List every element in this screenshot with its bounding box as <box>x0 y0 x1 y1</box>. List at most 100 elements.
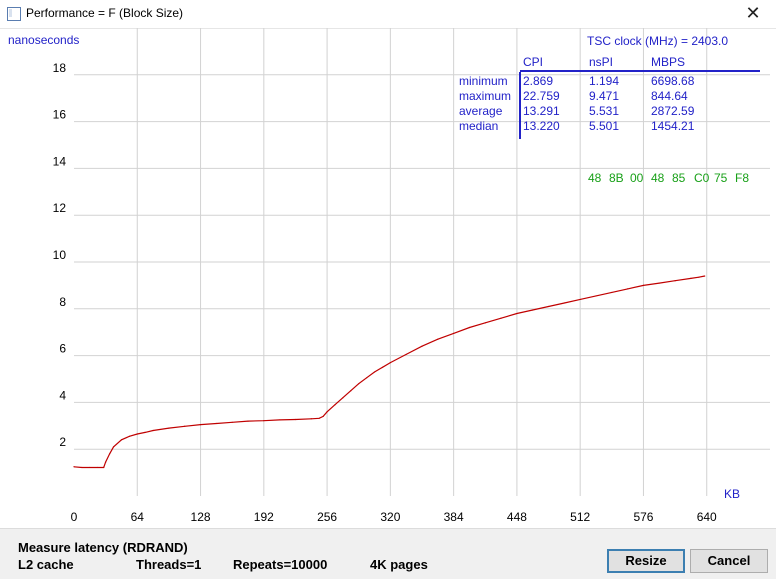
stats-row-label: average <box>459 104 503 118</box>
latency-data-point <box>294 418 297 421</box>
latency-data-point <box>128 435 130 437</box>
latency-data-point <box>373 371 376 373</box>
stats-value-nspi: 1.194 <box>589 74 619 88</box>
latency-data-point <box>97 466 99 469</box>
y-tick-label: 12 <box>53 201 67 215</box>
stats-row-label: median <box>459 119 498 133</box>
latency-data-point <box>168 427 170 429</box>
stats-row-label: minimum <box>459 74 508 88</box>
x-tick-label: 512 <box>570 510 590 524</box>
y-tick-label: 10 <box>53 248 67 262</box>
hex-byte: 00 <box>630 171 644 185</box>
hex-byte: 48 <box>588 171 602 185</box>
stats-value-cpi: 2.869 <box>523 74 553 88</box>
latency-data-point <box>342 397 344 399</box>
stats-header-cpi: CPI <box>523 55 543 69</box>
stats-value-nspi: 9.471 <box>589 89 619 103</box>
x-tick-label: 384 <box>444 510 464 524</box>
y-tick-label: 14 <box>53 154 67 168</box>
page-size-label: 4K pages <box>370 557 428 572</box>
latency-data-point <box>690 277 692 279</box>
latency-data-point <box>563 302 565 304</box>
latency-data-point <box>105 461 107 463</box>
latency-data-point <box>318 417 320 419</box>
latency-data-point <box>381 366 384 368</box>
footer-panel: Measure latency (RDRAND) L2 cache Thread… <box>0 528 776 579</box>
stats-value-nspi: 5.501 <box>589 119 619 133</box>
hex-byte: 75 <box>714 171 728 185</box>
y-axis-title: nanoseconds <box>8 33 79 47</box>
stats-value-cpi: 13.220 <box>523 119 560 133</box>
latency-data-point <box>89 466 91 469</box>
stats-header-nspi: nsPI <box>589 55 613 69</box>
latency-chart: 0 64 128 192 256 320 384 448 512 576 640 2 4 6 8 10 12 14… <box>8 28 770 524</box>
hex-byte: 8B <box>609 171 624 185</box>
stats-value-nspi: 5.531 <box>589 104 619 118</box>
x-tick-label: 128 <box>191 510 211 524</box>
latency-data-point <box>334 404 336 406</box>
latency-data-point <box>468 326 471 329</box>
latency-data-point <box>698 276 700 278</box>
latency-data-point <box>642 284 645 286</box>
latency-data-point <box>112 446 115 448</box>
latency-data-point <box>73 466 75 468</box>
latency-data-point <box>136 433 138 435</box>
latency-data-point <box>627 288 629 290</box>
latency-data-point <box>516 312 518 315</box>
latency-data-point <box>532 309 534 311</box>
latency-data-point <box>389 362 391 364</box>
x-tick-label: 0 <box>71 510 78 524</box>
x-tick-label: 320 <box>380 510 400 524</box>
stats-value-cpi: 22.759 <box>523 89 560 103</box>
latency-data-point <box>405 353 407 356</box>
latency-data-point <box>108 453 111 455</box>
latency-data-point <box>366 377 368 379</box>
stats-value-cpi: 13.291 <box>523 104 560 118</box>
latency-data-point <box>500 317 502 319</box>
latency-data-point <box>595 295 597 297</box>
latency-data-point <box>231 421 233 423</box>
chart-area: 0 64 128 192 256 320 384 448 512 576 640 2 4 6 8 10 12 14… <box>0 28 776 528</box>
measure-mode-label: Measure latency (RDRAND) <box>18 540 188 555</box>
x-axis-title: KB <box>724 487 740 501</box>
latency-data-point <box>81 466 83 469</box>
y-tick-label: 6 <box>59 342 66 356</box>
cancel-button[interactable]: Cancel <box>690 549 768 573</box>
latency-data-point <box>611 291 613 294</box>
latency-data-point <box>658 282 660 284</box>
close-button[interactable]: ✕ <box>745 3 761 23</box>
resize-button[interactable]: Resize <box>607 549 685 573</box>
x-tick-label: 64 <box>131 510 145 524</box>
stats-value-mbps: 2872.59 <box>651 104 695 118</box>
hex-byte: C0 <box>694 171 710 185</box>
latency-data-point <box>120 439 123 441</box>
hex-byte: 48 <box>651 171 665 185</box>
latency-data-point <box>279 419 281 421</box>
x-tick-label: 448 <box>507 510 527 524</box>
latency-data-point <box>247 420 249 422</box>
latency-data-point <box>263 420 265 422</box>
stats-value-mbps: 6698.68 <box>651 74 695 88</box>
hex-byte: 85 <box>672 171 686 185</box>
hex-byte: F8 <box>735 171 749 185</box>
latency-data-point <box>184 425 186 427</box>
latency-data-point <box>453 332 455 334</box>
y-tick-label: 2 <box>59 435 66 449</box>
latency-data-point <box>322 415 324 418</box>
latency-data-point <box>103 466 105 469</box>
threads-label: Threads=1 <box>136 557 202 572</box>
tsc-clock-label: TSC clock (MHz) = 2403.0 <box>587 34 728 48</box>
latency-series-line <box>73 275 705 469</box>
stats-value-mbps: 1454.21 <box>651 119 695 133</box>
app-window-icon <box>7 7 21 21</box>
latency-data-point <box>144 431 146 433</box>
latency-data-point <box>547 305 550 308</box>
stats-value-mbps: 844.64 <box>651 89 688 103</box>
repeats-label: Repeats=10000 <box>233 557 328 572</box>
latency-data-point <box>350 390 352 392</box>
stats-header-mbps: MBPS <box>651 55 685 69</box>
latency-data-point <box>437 338 439 340</box>
y-tick-label: 4 <box>59 388 66 402</box>
latency-data-point <box>310 418 312 420</box>
latency-data-point <box>674 280 676 282</box>
